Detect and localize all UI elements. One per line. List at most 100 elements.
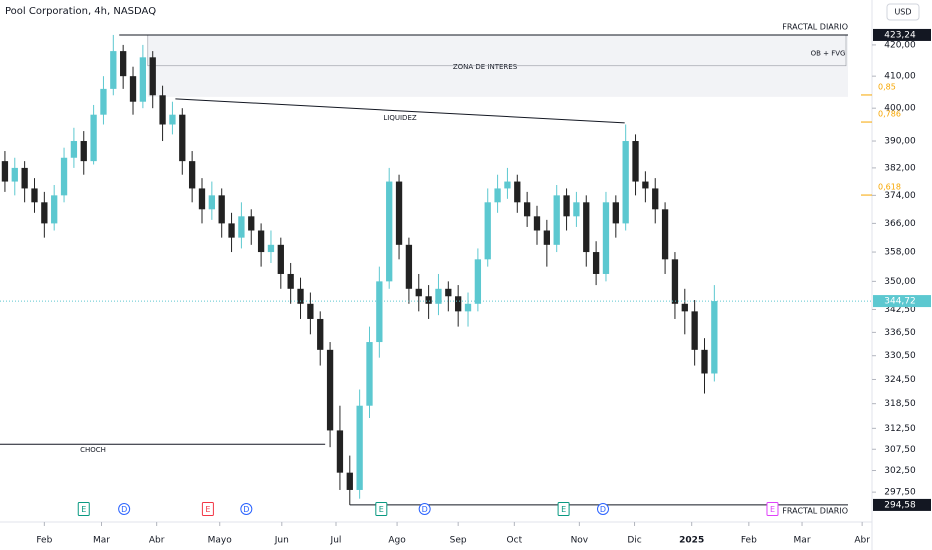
level-tag-label: 294,58 xyxy=(884,500,916,510)
candle-body xyxy=(159,95,166,125)
event-icon xyxy=(77,502,90,516)
x-tick-label: Mayo xyxy=(208,536,233,546)
candle-body xyxy=(188,161,196,189)
event-label: E xyxy=(379,505,384,514)
y-tick-label: 318,50 xyxy=(884,399,916,409)
y-tick-label: 312,50 xyxy=(884,424,916,434)
candle-body xyxy=(70,141,78,158)
y-tick-label: 374,00 xyxy=(884,191,916,201)
candle-body xyxy=(386,181,393,282)
candle-body xyxy=(573,202,580,217)
y-tick-label: 366,00 xyxy=(884,219,916,229)
candle-body xyxy=(179,114,186,162)
currency[interactable]: USD xyxy=(894,8,911,17)
candle-body xyxy=(543,230,551,245)
candle-body xyxy=(652,188,659,210)
candle-body xyxy=(563,195,570,217)
candle-body xyxy=(632,141,639,182)
candle-body xyxy=(238,216,245,238)
candle-body xyxy=(21,167,28,189)
candle-body xyxy=(198,188,206,210)
fib-label: 0,85 xyxy=(878,82,896,91)
candle-body xyxy=(169,114,176,125)
candle-body xyxy=(661,209,669,260)
candle-body xyxy=(642,181,649,189)
liquidity-line xyxy=(175,98,625,124)
candle-body xyxy=(100,88,107,115)
candle-body xyxy=(514,181,521,203)
candle-body xyxy=(464,303,472,312)
candle-body xyxy=(11,167,18,182)
event-icon xyxy=(766,502,779,516)
event-icon xyxy=(597,503,610,515)
event-icon xyxy=(240,503,253,515)
candle-body xyxy=(31,188,38,203)
x-tick-label: Feb xyxy=(741,536,757,546)
x-tick-label: Ago xyxy=(388,536,406,546)
y-tick-label: 358,00 xyxy=(884,248,916,258)
candle-body xyxy=(691,311,698,350)
candle-body xyxy=(553,195,560,245)
candle-body xyxy=(711,301,718,374)
fractal-label: FRACTAL DIARIO xyxy=(782,22,848,31)
y-tick-label: 324,50 xyxy=(884,375,916,385)
x-tick-label: Abr xyxy=(854,536,870,546)
candle-body xyxy=(681,303,688,312)
candle-body xyxy=(297,288,304,304)
candle-body xyxy=(612,202,619,224)
candle-body xyxy=(80,141,87,162)
candle-body xyxy=(110,51,117,89)
candle-body xyxy=(257,230,265,253)
event-label: D xyxy=(243,505,249,514)
choch-label: CHOCH xyxy=(80,446,106,454)
zone-label: ZONA DE INTERES xyxy=(453,63,518,71)
currency-box[interactable] xyxy=(886,3,920,21)
candle-body xyxy=(455,296,462,312)
candle-body xyxy=(307,303,314,319)
event-label: E xyxy=(561,505,566,514)
y-tick-label: 302,50 xyxy=(884,466,916,476)
candle-body xyxy=(287,273,294,289)
x-tick-label: Oct xyxy=(507,536,523,546)
candle-body xyxy=(267,244,275,253)
y-tick-label: 297,50 xyxy=(884,488,916,498)
ob-fvg-label: OB + FVG xyxy=(811,49,846,57)
level-tag xyxy=(873,498,931,511)
candle-body xyxy=(326,349,334,431)
candle-body xyxy=(149,57,156,96)
candle-body xyxy=(592,252,600,274)
chart-title: Pool Corporation, 4h, NASDAQ xyxy=(5,6,156,17)
candle-body xyxy=(435,288,442,304)
candle-body xyxy=(405,244,413,289)
x-tick-label: Mar xyxy=(794,536,811,546)
x-tick-label: Nov xyxy=(571,536,589,546)
candle-body xyxy=(523,202,531,217)
y-tick-label: 336,50 xyxy=(884,328,916,338)
event-icon xyxy=(201,502,214,516)
event-icon xyxy=(418,503,431,515)
x-tick-label: Abr xyxy=(149,536,165,546)
event-icon xyxy=(375,502,388,516)
candle-body xyxy=(583,202,590,253)
fib-label: 0,618 xyxy=(878,183,901,192)
event-label: D xyxy=(121,505,127,514)
y-tick-label: 350,00 xyxy=(884,277,916,287)
candle-body xyxy=(622,141,629,224)
candle-body xyxy=(41,202,48,224)
y-tick-label: 390,00 xyxy=(884,137,916,147)
event-label: D xyxy=(422,505,428,514)
y-tick-label: 382,00 xyxy=(884,163,916,173)
x-tick-label: Sep xyxy=(450,536,467,546)
y-tick-label: 330,50 xyxy=(884,351,916,361)
level-tag xyxy=(873,28,931,41)
x-tick-label: Feb xyxy=(36,536,52,546)
candle-body xyxy=(336,430,344,473)
candle-body xyxy=(533,216,541,231)
y-tick-label: 342,50 xyxy=(884,305,916,315)
event-icon xyxy=(557,502,570,516)
fib-label: 0,786 xyxy=(878,110,901,119)
candle-body xyxy=(51,195,58,224)
candle-body xyxy=(445,288,452,297)
y-tick-label: 420,00 xyxy=(884,40,916,50)
